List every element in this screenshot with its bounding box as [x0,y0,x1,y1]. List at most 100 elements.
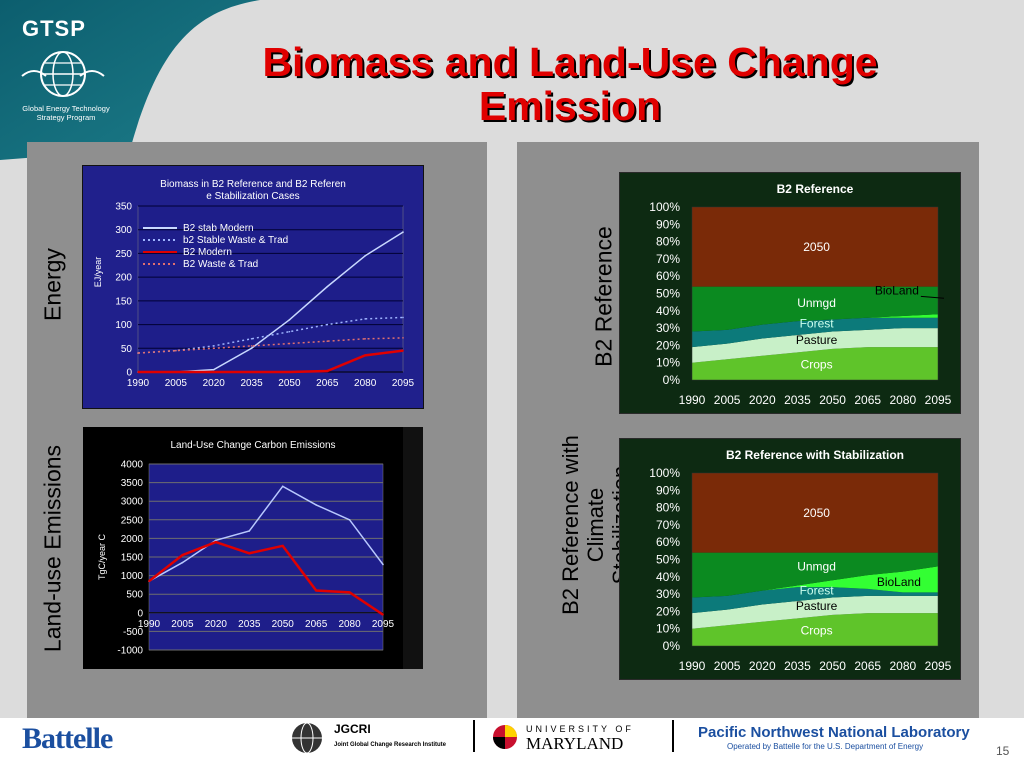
x-tick-label: 1990 [127,378,150,389]
chart-title: B2 Reference with Stabilization [726,448,904,462]
x-tick-label: 2095 [925,659,952,673]
plot-border [691,206,939,381]
y-tick-label: 40% [656,304,680,318]
y-tick-label: 0% [663,373,681,387]
x-tick-label: 2065 [854,659,881,673]
x-tick-label: 2080 [890,393,917,407]
y-tick-label: 1000 [121,571,144,582]
chart-margin [403,427,423,669]
data-point [326,323,329,326]
data-point [364,354,366,357]
x-tick-label: 2020 [203,378,226,389]
slide-title: Biomass and Land-Use Change Emission [262,39,878,129]
data-point [288,319,291,321]
x-tick-label: 2080 [890,659,917,673]
x-tick-label: 2065 [305,619,328,630]
data-point [315,589,317,592]
data-point [181,561,184,564]
layer-label-pasture: Pasture [796,333,838,347]
data-point [326,285,329,288]
page-number: 15 [996,744,1010,758]
legend-label: B2 Waste & Trad [183,259,258,270]
globe-logo-icon [21,51,105,97]
y-tick-label: 10% [656,622,680,636]
y-tick-label: 90% [656,217,680,231]
x-tick-label: 2005 [171,619,194,630]
y-tick-label: 0% [663,639,681,653]
y-tick-label: 200 [115,273,132,284]
jgcri-globe-icon [292,722,322,754]
b2-stabilization-area-chart: B2 Reference with Stabilization 0% 10% 20% 3… [619,438,961,680]
layer-label-forest: Forest [800,317,835,331]
layer-label-pasture: Pasture [796,599,838,613]
area-layer-2050 [692,473,938,553]
y-tick-label: 30% [656,587,680,601]
umd-top-text: UNIVERSITY OF [526,724,634,734]
data-point [364,338,366,340]
chart-title: B2 Reference [777,182,854,196]
x-tick-label: 2095 [372,619,395,630]
x-tick-label: 2020 [749,659,776,673]
y-tick-label: 3000 [121,497,144,508]
x-tick-label: 2050 [278,378,301,389]
y-tick-label: 40% [656,570,680,584]
data-point [288,330,291,333]
b2-stab-line1: B2 Reference with [558,435,583,615]
area-layer-crops [692,347,938,380]
x-tick-label: 2080 [354,378,377,389]
x-tick-label: 2005 [165,378,188,389]
footer-divider [473,720,475,752]
x-tick-label: 2005 [714,659,741,673]
y-tick-label: 100 [115,320,132,331]
data-point [348,591,351,594]
y-axis-label: TgC/year C [97,533,107,580]
area-layer-pasture [692,328,938,363]
y-tick-label: 90% [656,483,680,497]
data-point [348,519,351,521]
x-tick-label: 2050 [272,619,295,630]
area-layer-pasture [692,595,938,629]
area-layer-forest [692,587,938,614]
battelle-logo: Battelle [22,722,113,755]
data-point [212,345,215,347]
legend-label: b2 Stable Waste & Trad [183,235,288,246]
y-tick-label: 10% [656,356,680,370]
gtsp-logo-text: GTSP [22,16,86,41]
plot-border [691,472,939,647]
data-point [402,349,404,352]
data-point [326,370,329,372]
y-tick-label: 80% [656,235,680,249]
x-tick-label: 1990 [679,659,706,673]
y-tick-label: 80% [656,501,680,515]
x-tick-label: 2050 [819,393,846,407]
layer-label-unmgd: Unmgd [797,296,836,310]
series-line-0 [148,485,384,582]
chart-title: Land-Use Change Carbon Emissions [170,440,335,451]
series-line-1 [148,540,384,616]
y-tick-label: 20% [656,338,680,352]
jgcri-subtitle: Joint Global Change Research Institute [334,742,447,748]
layer-label-bioland: BioLand [877,575,921,589]
y-axis-label: EJ/year [93,257,103,288]
data-point [148,580,150,582]
y-tick-label: 60% [656,269,680,283]
data-point [315,504,317,506]
pnnl-subtitle: Operated by Battelle for the U.S. Depart… [727,742,924,751]
data-point [288,342,291,345]
y-tick-label: -500 [123,627,143,638]
data-point [250,338,253,340]
area-layer-forest [692,317,938,348]
layer-label-crops: Crops [801,357,833,371]
y-tick-label: 300 [115,225,132,236]
x-tick-label: 1990 [679,393,706,407]
data-point [212,371,215,373]
y-tick-label: 20% [656,604,680,618]
data-point [382,613,384,616]
y-tick-label: 60% [656,535,680,549]
gtsp-logo-subtitle: Global Energy Technology Strategy Progra… [22,104,110,122]
x-tick-label: 2020 [205,619,228,630]
x-tick-label: 2065 [316,378,339,389]
data-point [281,545,284,547]
x-tick-label: 2035 [238,619,261,630]
y-tick-label: 2500 [121,515,144,526]
